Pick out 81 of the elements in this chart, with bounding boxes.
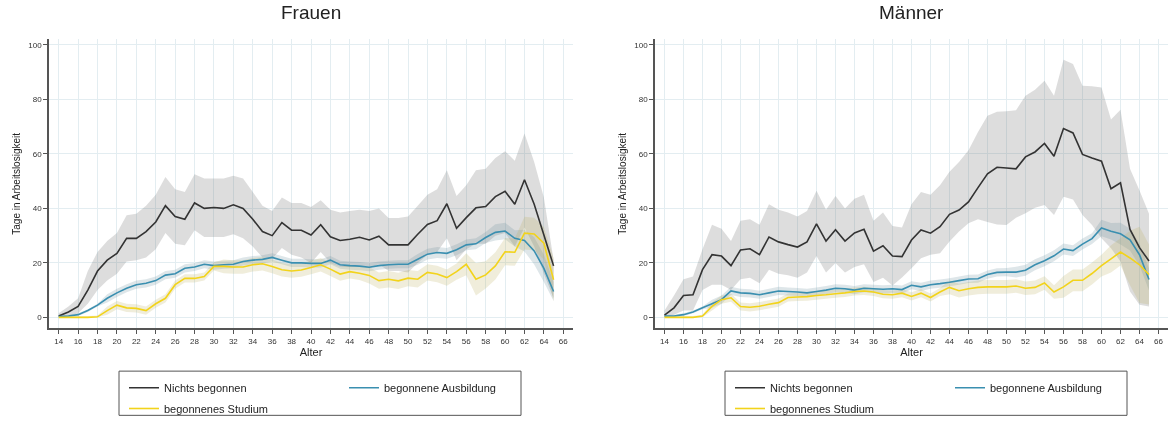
x-tick-label: 46 xyxy=(364,336,375,346)
x-tick-label: 30 xyxy=(812,336,822,346)
x-tick-label: 60 xyxy=(500,336,511,346)
x-tick-label: 24 xyxy=(755,336,765,346)
x-tick-label: 50 xyxy=(1002,336,1012,346)
x-tick-label: 52 xyxy=(422,336,433,346)
x-tick-label: 34 xyxy=(248,336,258,346)
x-tick-label: 46 xyxy=(964,336,974,346)
y-axis-title: Tage in Arbeitslosigkeit xyxy=(10,132,22,235)
x-tick-label: 18 xyxy=(93,336,103,346)
x-tick-label: 38 xyxy=(287,336,297,346)
y-tick-label: 20 xyxy=(638,258,649,268)
x-tick-label: 56 xyxy=(461,336,472,346)
x-tick-label: 26 xyxy=(170,336,181,346)
x-tick-label: 28 xyxy=(793,336,803,346)
legend-label: begonnene Ausbildung xyxy=(384,382,496,395)
x-tick-label: 32 xyxy=(831,336,841,346)
x-tick-label: 40 xyxy=(907,336,917,346)
x-tick-label: 22 xyxy=(131,336,142,346)
y-tick-label: 0 xyxy=(37,313,43,323)
y-tick-label: 40 xyxy=(32,204,43,214)
y-tick-label: 60 xyxy=(32,149,43,159)
line-series xyxy=(57,178,555,317)
x-tick-label: 42 xyxy=(325,336,336,346)
legend-label: Nichts begonnen xyxy=(164,382,247,395)
y-axis-title: Tage in Arbeitslosigkeit xyxy=(616,132,628,235)
x-tick-label: 44 xyxy=(345,336,355,346)
x-tick-label: 18 xyxy=(698,336,708,346)
x-tick-label: 54 xyxy=(442,336,452,346)
x-tick-label: 64 xyxy=(1135,336,1145,346)
x-tick-label: 66 xyxy=(1154,336,1164,346)
y-tick-label: 0 xyxy=(643,313,649,323)
x-tick-label: 32 xyxy=(228,336,239,346)
line-series xyxy=(663,127,1150,316)
x-tick-label: 48 xyxy=(384,336,394,346)
x-tick-label: 44 xyxy=(945,336,955,346)
y-tick-label: 80 xyxy=(32,95,43,105)
x-tick-label: 36 xyxy=(267,336,278,346)
y-tick-label: 20 xyxy=(32,258,43,268)
x-tick-label: 62 xyxy=(520,336,530,346)
x-tick-label: 48 xyxy=(983,336,993,346)
x-tick-label: 22 xyxy=(736,336,746,346)
x-tick-label: 58 xyxy=(481,336,491,346)
x-tick-label: 20 xyxy=(717,336,727,346)
x-tick-label: 20 xyxy=(112,336,122,346)
x-tick-label: 28 xyxy=(190,336,200,346)
legend-label: begonnenes Studium xyxy=(164,402,268,415)
x-tick-label: 60 xyxy=(1097,336,1107,346)
x-tick-label: 14 xyxy=(54,336,64,346)
x-axis-title: Alter xyxy=(299,345,323,358)
x-tick-label: 62 xyxy=(1116,336,1126,346)
x-tick-label: 40 xyxy=(306,336,316,346)
x-tick-label: 24 xyxy=(151,336,161,346)
x-tick-label: 14 xyxy=(660,336,670,346)
legend-label: Nichts begonnen xyxy=(770,382,853,395)
x-tick-label: 66 xyxy=(558,336,569,346)
y-tick-label: 100 xyxy=(634,40,649,50)
x-tick-label: 36 xyxy=(869,336,879,346)
x-tick-label: 26 xyxy=(774,336,784,346)
x-tick-label: 54 xyxy=(1040,336,1050,346)
y-tick-label: 40 xyxy=(638,204,649,214)
x-tick-label: 34 xyxy=(850,336,860,346)
x-tick-label: 52 xyxy=(1021,336,1031,346)
chart-title: Frauen xyxy=(281,2,342,23)
x-tick-label: 64 xyxy=(539,336,549,346)
x-tick-label: 30 xyxy=(209,336,219,346)
x-tick-label: 50 xyxy=(403,336,414,346)
chart-title: Männer xyxy=(879,2,945,23)
x-tick-label: 38 xyxy=(888,336,898,346)
x-tick-label: 16 xyxy=(679,336,689,346)
x-tick-label: 56 xyxy=(1059,336,1069,346)
y-tick-label: 60 xyxy=(638,149,649,159)
legend-label: begonnenes Studium xyxy=(770,402,874,415)
x-tick-label: 58 xyxy=(1078,336,1088,346)
x-tick-label: 42 xyxy=(926,336,936,346)
x-axis-title: Alter xyxy=(900,345,924,358)
legend-label: begonnene Ausbildung xyxy=(990,382,1102,395)
line-series xyxy=(663,251,1150,319)
y-tick-label: 80 xyxy=(638,95,649,105)
y-tick-label: 100 xyxy=(28,40,43,50)
x-tick-label: 16 xyxy=(73,336,84,346)
